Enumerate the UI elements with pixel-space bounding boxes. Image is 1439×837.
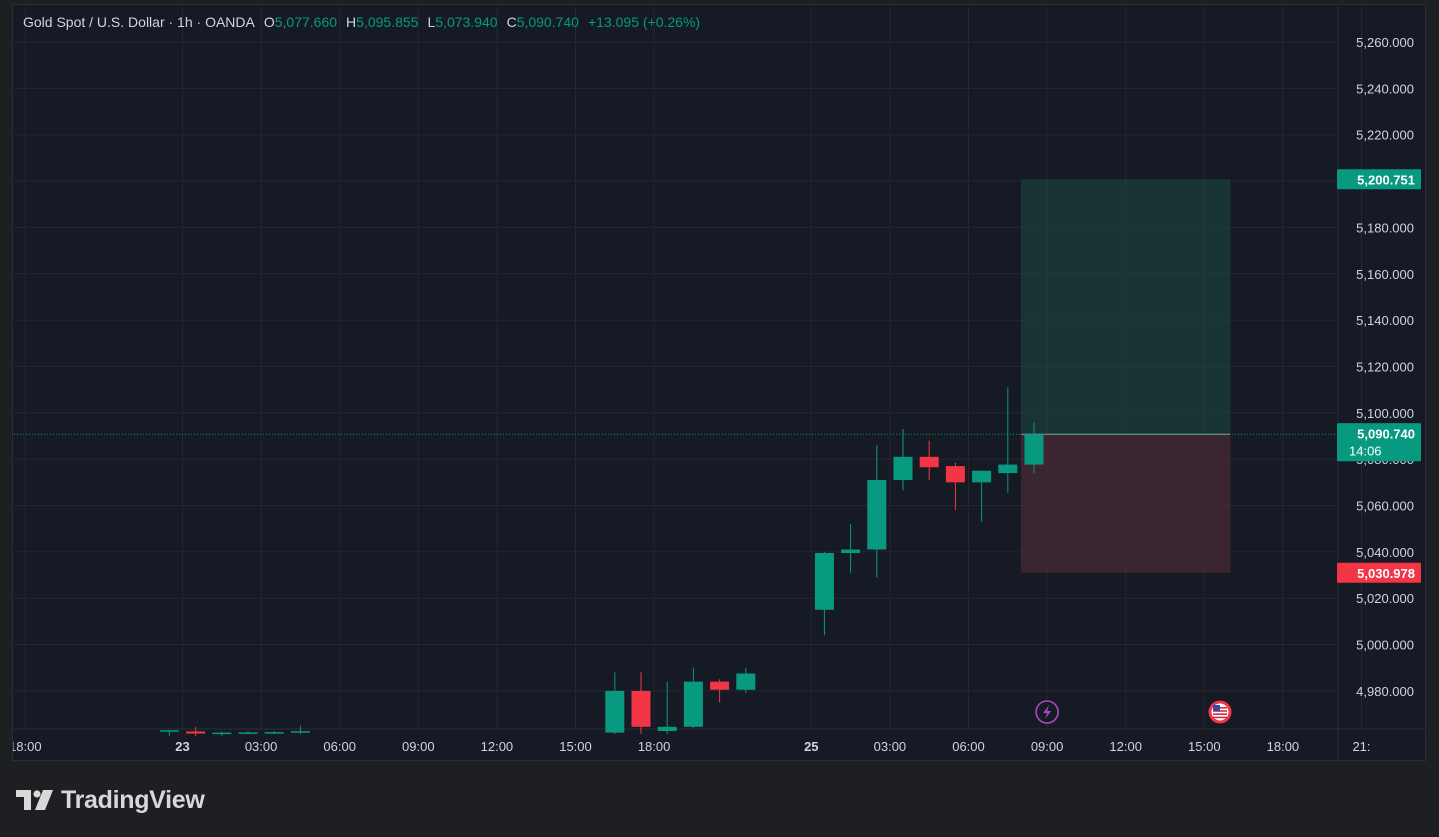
position-target-zone[interactable] — [1020, 179, 1231, 435]
price-chart[interactable]: 5,260.0005,240.0005,220.0005,200.0005,18… — [13, 5, 1427, 762]
price-badge[interactable] — [1337, 423, 1421, 462]
candle-down[interactable] — [919, 456, 939, 468]
close-label: C — [506, 14, 517, 30]
price-badge-value: 5,030.978 — [1357, 566, 1415, 581]
time-tick-label: 21: — [1352, 739, 1370, 754]
price-tick-label: 5,220.000 — [1356, 128, 1414, 143]
price-badge-value: 5,090.740 — [1357, 426, 1415, 441]
time-tick-label: 12:00 — [1109, 739, 1142, 754]
candle-down[interactable] — [945, 466, 965, 483]
price-tick-label: 5,040.000 — [1356, 545, 1414, 560]
time-tick-label: 09:00 — [402, 739, 435, 754]
candle-down[interactable] — [631, 690, 651, 727]
price-tick-label: 5,020.000 — [1356, 591, 1414, 606]
price-tick-label: 5,180.000 — [1356, 220, 1414, 235]
lightning-event-icon[interactable] — [1035, 700, 1059, 724]
price-tick-label: 5,240.000 — [1356, 81, 1414, 96]
price-badge-value: 5,200.751 — [1357, 172, 1415, 187]
symbol-legend: Gold Spot / U.S. Dollar · 1h · OANDA O5,0… — [23, 14, 700, 30]
time-tick-label: 03:00 — [874, 739, 907, 754]
candle-up[interactable] — [657, 726, 677, 731]
price-tick-label: 5,160.000 — [1356, 267, 1414, 282]
candle-up[interactable] — [290, 731, 310, 733]
candle-up[interactable] — [893, 456, 913, 481]
close-value: 5,090.740 — [516, 14, 579, 30]
low-label: L — [427, 14, 436, 30]
position-stop-zone[interactable] — [1020, 434, 1231, 573]
price-tick-label: 4,980.000 — [1356, 684, 1414, 699]
symbol-title[interactable]: Gold Spot / U.S. Dollar · 1h · OANDA — [23, 14, 255, 30]
candle-up[interactable] — [605, 690, 625, 733]
candle-up[interactable] — [814, 553, 834, 610]
price-tick-label: 5,000.000 — [1356, 638, 1414, 653]
brand-name: TradingView — [61, 785, 205, 814]
time-tick-label: 18:00 — [638, 739, 671, 754]
candle-up[interactable] — [972, 470, 992, 483]
price-badge[interactable] — [1337, 562, 1421, 583]
price-tick-label: 5,060.000 — [1356, 499, 1414, 514]
candle-up[interactable] — [998, 464, 1018, 474]
candle-down[interactable] — [710, 681, 730, 690]
price-tick-label: 5,100.000 — [1356, 406, 1414, 421]
candle-up[interactable] — [238, 732, 258, 734]
candle-up[interactable] — [264, 732, 284, 734]
price-tick-label: 5,120.000 — [1356, 359, 1414, 374]
high-value: 5,095.855 — [356, 14, 419, 30]
price-badge[interactable] — [1337, 169, 1421, 190]
brand-logo[interactable]: TradingView — [16, 785, 205, 815]
time-tick-label: 23 — [175, 739, 189, 754]
price-tick-label: 5,260.000 — [1356, 35, 1414, 50]
candle-up[interactable] — [683, 681, 703, 727]
time-tick-label: 12:00 — [481, 739, 514, 754]
time-tick-label: 15:00 — [1188, 739, 1221, 754]
candle-up[interactable] — [867, 480, 887, 550]
time-tick-label: 15:00 — [559, 739, 592, 754]
time-tick-label: 18:00 — [13, 739, 42, 754]
price-tick-label: 5,140.000 — [1356, 313, 1414, 328]
low-value: 5,073.940 — [435, 14, 498, 30]
price-badge-countdown: 14:06 — [1349, 443, 1382, 458]
candle-up[interactable] — [212, 732, 232, 735]
candle-up[interactable] — [1024, 434, 1044, 465]
time-tick-label: 18:00 — [1267, 739, 1300, 754]
candle-up[interactable] — [841, 549, 861, 554]
change-value: +13.095 (+0.26%) — [587, 14, 701, 30]
open-label: O — [263, 14, 275, 30]
us-flag-event-icon[interactable] — [1208, 700, 1232, 724]
candle-up[interactable] — [736, 673, 756, 690]
time-tick-label: 06:00 — [952, 739, 985, 754]
open-value: 5,077.660 — [274, 14, 338, 30]
time-tick-label: 03:00 — [245, 739, 278, 754]
high-label: H — [346, 14, 357, 30]
candle-up[interactable] — [159, 730, 179, 732]
chart-panel[interactable]: 5,260.0005,240.0005,220.0005,200.0005,18… — [12, 4, 1426, 761]
time-tick-label: 06:00 — [323, 739, 356, 754]
tradingview-logo-icon — [16, 790, 53, 810]
candle-down[interactable] — [186, 731, 206, 734]
time-tick-label: 09:00 — [1031, 739, 1064, 754]
time-tick-label: 25 — [804, 739, 818, 754]
